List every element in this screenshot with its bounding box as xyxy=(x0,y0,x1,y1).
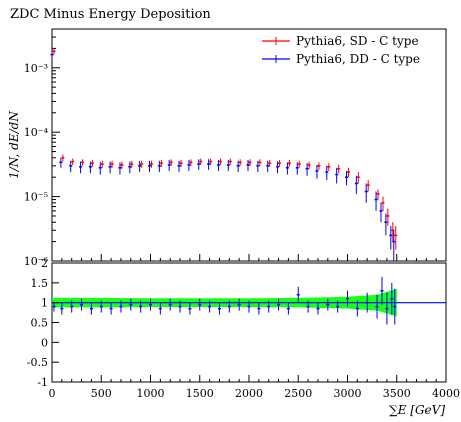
bottom-y-tick-label: 0 xyxy=(41,336,48,349)
bottom-y-tick-label: 2 xyxy=(41,257,48,270)
x-tick-label: 4000 xyxy=(432,387,460,400)
top-y-tick-label: 10⁻⁶ xyxy=(24,255,49,268)
bottom-y-tick-label: 0.5 xyxy=(31,317,49,330)
y-axis-label: 1/N, dE/dN xyxy=(7,111,21,179)
x-axis-label: ∑E [GeV] xyxy=(389,403,445,417)
bottom-y-tick-label: 1.5 xyxy=(31,277,49,290)
bottom-y-tick-label: -1 xyxy=(37,376,48,389)
legend: Pythia6, SD - C type Pythia6, DD - C type xyxy=(262,34,420,66)
bottom-y-tick-label: -0.5 xyxy=(27,356,48,369)
chart-title: ZDC Minus Energy Deposition xyxy=(10,7,211,22)
legend-entry-label: Pythia6, SD - C type xyxy=(296,34,419,48)
x-tick-label: 2500 xyxy=(284,387,312,400)
x-tick-label: 2000 xyxy=(235,387,263,400)
top-y-tick-label: 10⁻⁵ xyxy=(24,191,48,204)
legend-entry-label: Pythia6, DD - C type xyxy=(296,52,420,66)
x-tick-label: 3500 xyxy=(383,387,411,400)
top-y-tick-label: 10⁻³ xyxy=(24,62,48,75)
x-tick-label: 3000 xyxy=(334,387,362,400)
x-tick-label: 1500 xyxy=(186,387,214,400)
x-tick-label: 500 xyxy=(91,387,112,400)
top-y-tick-label: 10⁻⁴ xyxy=(24,126,49,139)
ticks-group: 10⁻⁶ 10⁻⁵ 10⁻⁴ 10⁻³ -1 -0.5 0 0.5 1 1.5 2 0 500 1000 1… xyxy=(24,28,460,400)
bottom-y-tick-label: 1 xyxy=(41,297,48,310)
series-group xyxy=(50,48,398,325)
x-tick-label: 1000 xyxy=(137,387,165,400)
x-tick-label: 0 xyxy=(49,387,56,400)
